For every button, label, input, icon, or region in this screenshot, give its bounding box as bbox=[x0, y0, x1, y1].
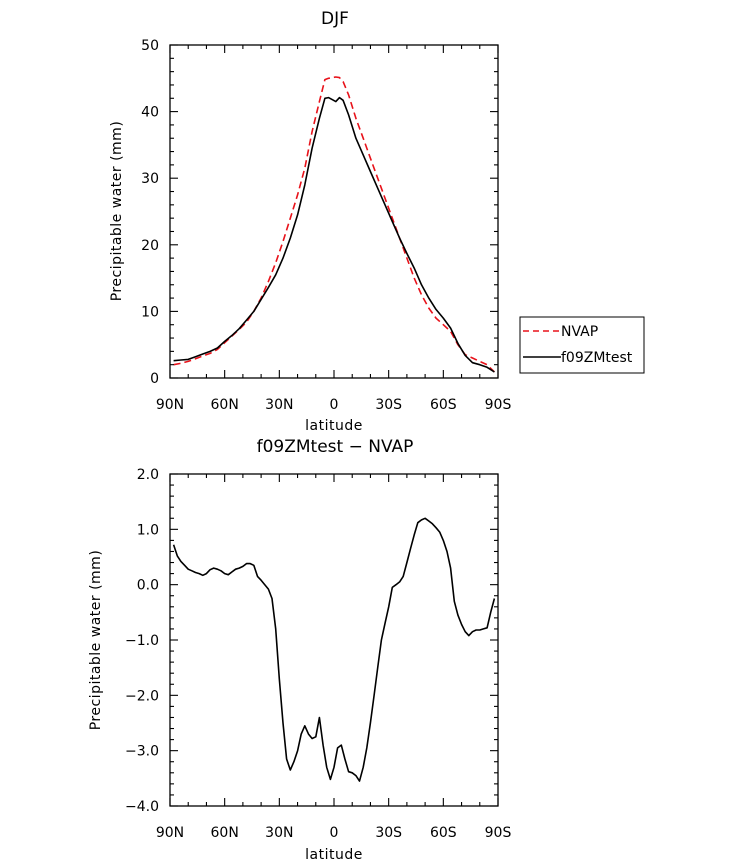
legend-label-nvap: NVAP bbox=[561, 324, 598, 340]
djf-x-tick-label: 60N bbox=[211, 397, 239, 413]
djf-x-tick-label: 0 bbox=[330, 397, 339, 413]
difference-x-tick-label: 30N bbox=[265, 825, 293, 841]
difference-x-tick-label: 60S bbox=[430, 825, 457, 841]
djf-x-axis-label: latitude bbox=[305, 418, 363, 434]
difference-series-line-0 bbox=[172, 517, 496, 782]
difference-y-tick-label: −1.0 bbox=[125, 633, 159, 649]
djf-x-tick-label: 60S bbox=[430, 397, 457, 413]
difference-panel: f09ZMtest − NVAP −4.0 −3.0 −2.0 −1.0 0.0 1.0 2… bbox=[88, 437, 511, 863]
difference-x-axis-label: latitude bbox=[305, 847, 363, 863]
difference-x-tick-label: 30S bbox=[375, 825, 402, 841]
djf-y-tick-label: 20 bbox=[141, 238, 159, 254]
difference-title: f09ZMtest − NVAP bbox=[257, 437, 414, 457]
difference-plot-content bbox=[172, 517, 496, 782]
djf-x-tick-label: 90S bbox=[485, 397, 512, 413]
legend-frame bbox=[519, 316, 645, 374]
difference-y-tick-label: −3.0 bbox=[125, 744, 159, 760]
djf-series-line-f09zmtest bbox=[173, 96, 495, 373]
difference-x-tick-label: 0 bbox=[330, 825, 339, 841]
difference-y-tick-label: 2.0 bbox=[137, 467, 159, 483]
djf-ticks: 0 10 20 30 40 50 90N 60N 30N 0 30S 60S 90S bbox=[141, 38, 511, 413]
difference-y-tick-label: 0.0 bbox=[137, 578, 159, 594]
djf-y-axis-label: Precipitable water (mm) bbox=[109, 121, 125, 302]
djf-plot-frame bbox=[169, 44, 499, 379]
djf-y-tick-label: 50 bbox=[141, 38, 159, 54]
djf-x-tick-label: 30S bbox=[375, 397, 402, 413]
djf-series-line-nvap bbox=[173, 76, 495, 373]
difference-x-tick-label: 90S bbox=[485, 825, 512, 841]
djf-y-tick-label: 40 bbox=[141, 105, 159, 121]
difference-y-tick-label: 1.0 bbox=[137, 522, 159, 538]
difference-x-tick-label: 90N bbox=[156, 825, 184, 841]
difference-y-tick-label: −2.0 bbox=[125, 688, 159, 704]
legend-label-f09zmtest: f09ZMtest bbox=[561, 350, 633, 366]
djf-legend: NVAP f09ZMtest bbox=[519, 316, 645, 374]
difference-plot-frame bbox=[169, 473, 499, 807]
difference-y-axis-label: Precipitable water (mm) bbox=[88, 550, 104, 731]
djf-y-tick-label: 0 bbox=[150, 371, 159, 387]
djf-title: DJF bbox=[321, 9, 349, 29]
difference-x-tick-label: 60N bbox=[211, 825, 239, 841]
djf-x-tick-label: 30N bbox=[265, 397, 293, 413]
djf-y-tick-label: 10 bbox=[141, 304, 159, 320]
difference-y-tick-label: −4.0 bbox=[125, 799, 159, 815]
djf-y-tick-label: 30 bbox=[141, 171, 159, 187]
djf-plot-content bbox=[173, 76, 495, 373]
djf-panel: DJF 0 10 20 30 40 50 90N 60N 30N 0 30S 60S 90S Preci… bbox=[109, 9, 645, 434]
djf-x-tick-label: 90N bbox=[156, 397, 184, 413]
difference-ticks: −4.0 −3.0 −2.0 −1.0 0.0 1.0 2.0 90N 60N 30N 0 30S 60… bbox=[125, 467, 511, 841]
